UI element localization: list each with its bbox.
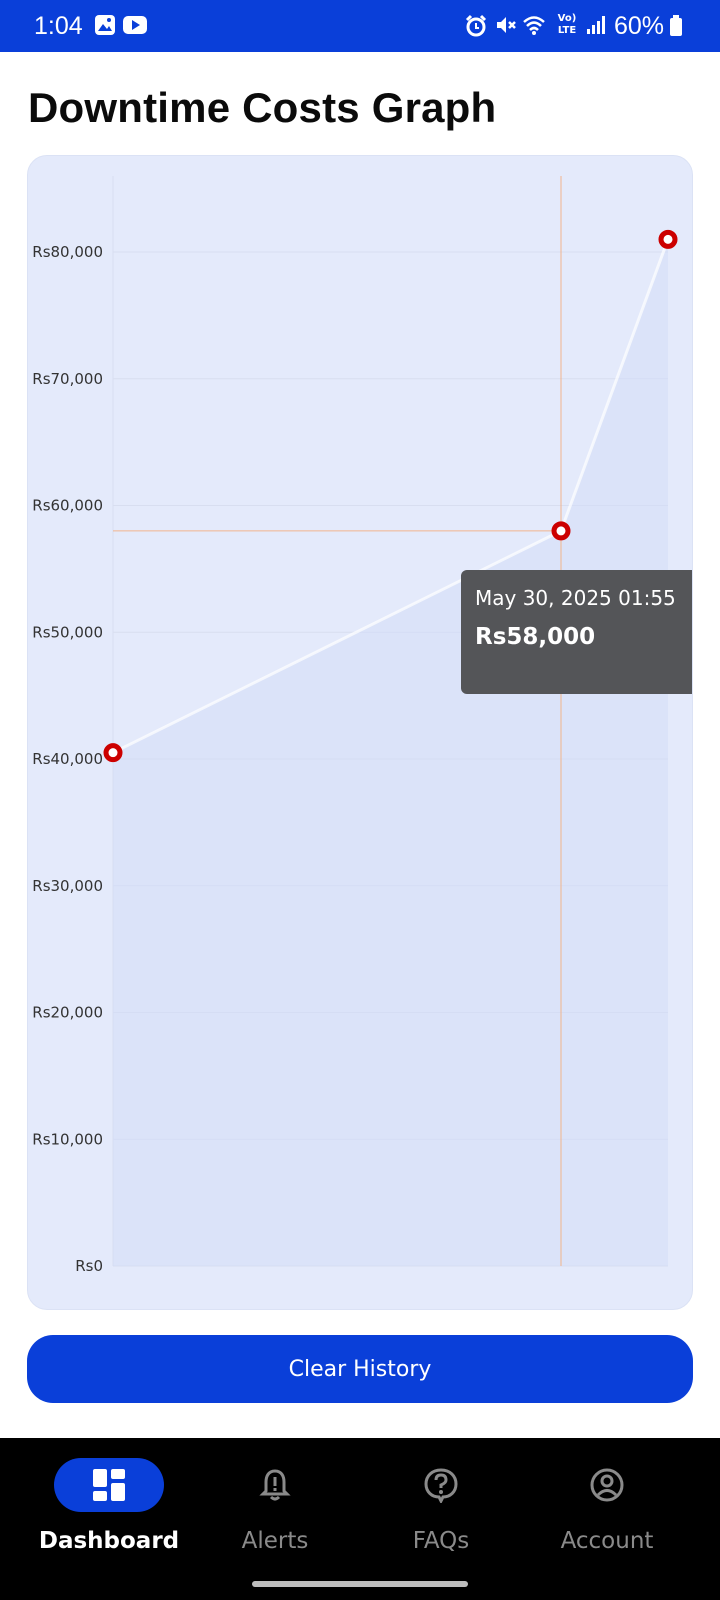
tooltip-date: May 30, 2025 01:55 (475, 586, 676, 610)
y-tick-label: Rs0 (75, 1257, 103, 1275)
y-tick-label: Rs10,000 (32, 1130, 103, 1148)
battery-percent: 60% (614, 12, 665, 40)
data-point[interactable] (551, 521, 571, 541)
youtube-icon (123, 16, 147, 34)
nav-label-alerts: Alerts (241, 1528, 309, 1554)
chart-tooltip: May 30, 2025 01:55 Rs58,000 (461, 570, 692, 694)
y-tick-label: Rs80,000 (32, 243, 103, 261)
nav-active-indicator (54, 1458, 164, 1512)
wifi-icon (523, 16, 545, 35)
nav-item-account[interactable]: Account (525, 1458, 705, 1578)
nav-label-account: Account (560, 1528, 654, 1554)
y-tick-label: Rs40,000 (32, 750, 103, 768)
image-icon (95, 15, 115, 35)
nav-label-faqs: FAQs (412, 1528, 470, 1554)
mute-icon (497, 17, 516, 33)
y-tick-label: Rs20,000 (32, 1004, 103, 1022)
nav-label-dashboard: Dashboard (38, 1528, 180, 1554)
volte-icon: Vo) LTE (554, 13, 580, 39)
status-time: 1:04 (34, 12, 83, 40)
nav-item-faqs[interactable]: FAQs (359, 1458, 539, 1578)
tooltip-value: Rs58,000 (475, 624, 596, 650)
chart-card: Rs0 Rs10,000 Rs20,000 Rs30,000 Rs40,000 Rs50,… (27, 155, 693, 1310)
downtime-cost-chart[interactable]: Rs0 Rs10,000 Rs20,000 Rs30,000 Rs40,000 Rs50,… (28, 156, 693, 1310)
page-title: Downtime Costs Graph (28, 84, 497, 131)
account-icon (590, 1468, 624, 1502)
nav-item-dashboard[interactable]: Dashboard (27, 1458, 207, 1578)
data-point[interactable] (658, 229, 678, 249)
volte-label-top: Vo) (557, 13, 577, 24)
bottom-nav: Dashboard Alerts FAQs Account (0, 1438, 720, 1600)
volte-label-bottom: LTE (557, 25, 577, 36)
clear-history-button[interactable]: Clear History (27, 1335, 693, 1403)
question-icon (424, 1468, 458, 1503)
home-indicator (252, 1581, 468, 1587)
y-tick-label: Rs50,000 (32, 623, 103, 641)
y-tick-label: Rs70,000 (32, 370, 103, 388)
status-bar: 1:04 Vo) LTE 60% (0, 0, 720, 52)
y-tick-label: Rs30,000 (32, 877, 103, 895)
dashboard-icon (93, 1469, 125, 1501)
alarm-icon (465, 14, 487, 37)
battery-icon (670, 15, 682, 36)
data-point[interactable] (103, 743, 123, 763)
y-tick-label: Rs60,000 (32, 497, 103, 515)
nav-item-alerts[interactable]: Alerts (193, 1458, 373, 1578)
bell-icon (259, 1469, 291, 1501)
signal-icon (587, 16, 605, 34)
series-area (113, 239, 668, 1267)
